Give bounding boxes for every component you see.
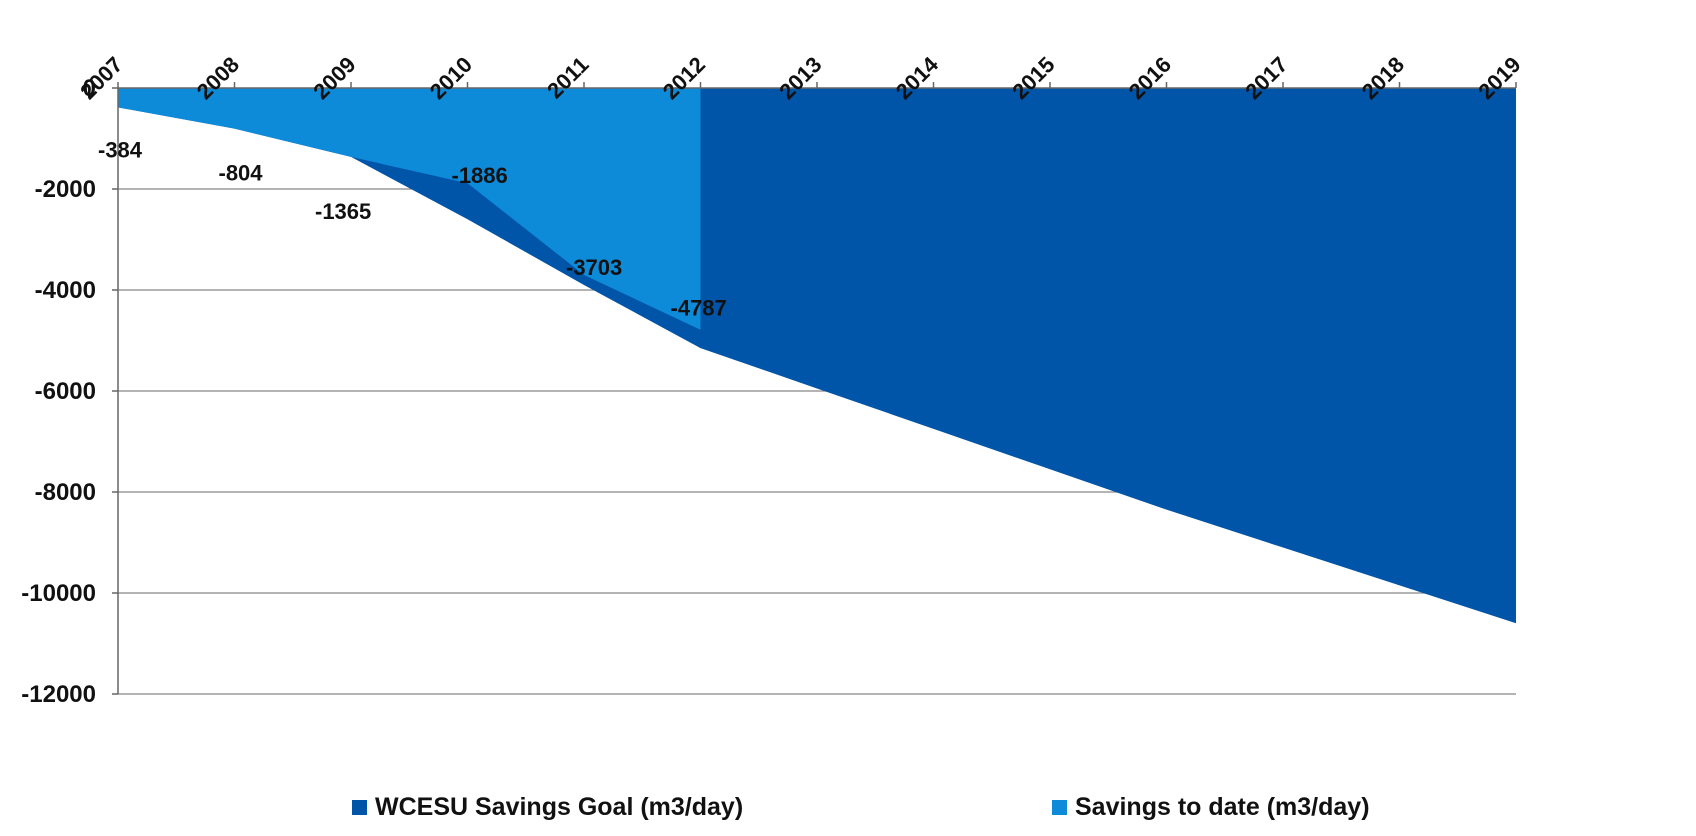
legend-label-savings: Savings to date (m3/day) [1075,792,1370,821]
legend-item-savings: Savings to date (m3/day) [1052,790,1370,824]
legend-label-goal: WCESU Savings Goal (m3/day) [375,792,744,821]
series-area-goal [118,88,1516,624]
data-label: -804 [219,161,264,186]
legend-swatch-savings [1052,799,1067,815]
y-tick-label: -6000 [35,378,96,405]
y-tick-label: -2000 [35,176,96,203]
legend-swatch-goal [352,799,367,815]
y-tick-label: -12000 [21,681,96,708]
data-label: -3703 [566,255,622,280]
y-tick-label: -4000 [35,277,96,304]
y-tick-label: -8000 [35,479,96,506]
data-label: -1365 [315,199,371,224]
legend-item-goal: WCESU Savings Goal (m3/day) [352,790,743,824]
data-label: -1886 [452,163,508,188]
series-area-savings [118,88,701,330]
y-tick-label: -10000 [21,580,96,607]
y-tick-label: 0 [83,75,96,102]
data-label: -4787 [671,296,727,321]
data-label: -384 [98,137,143,162]
